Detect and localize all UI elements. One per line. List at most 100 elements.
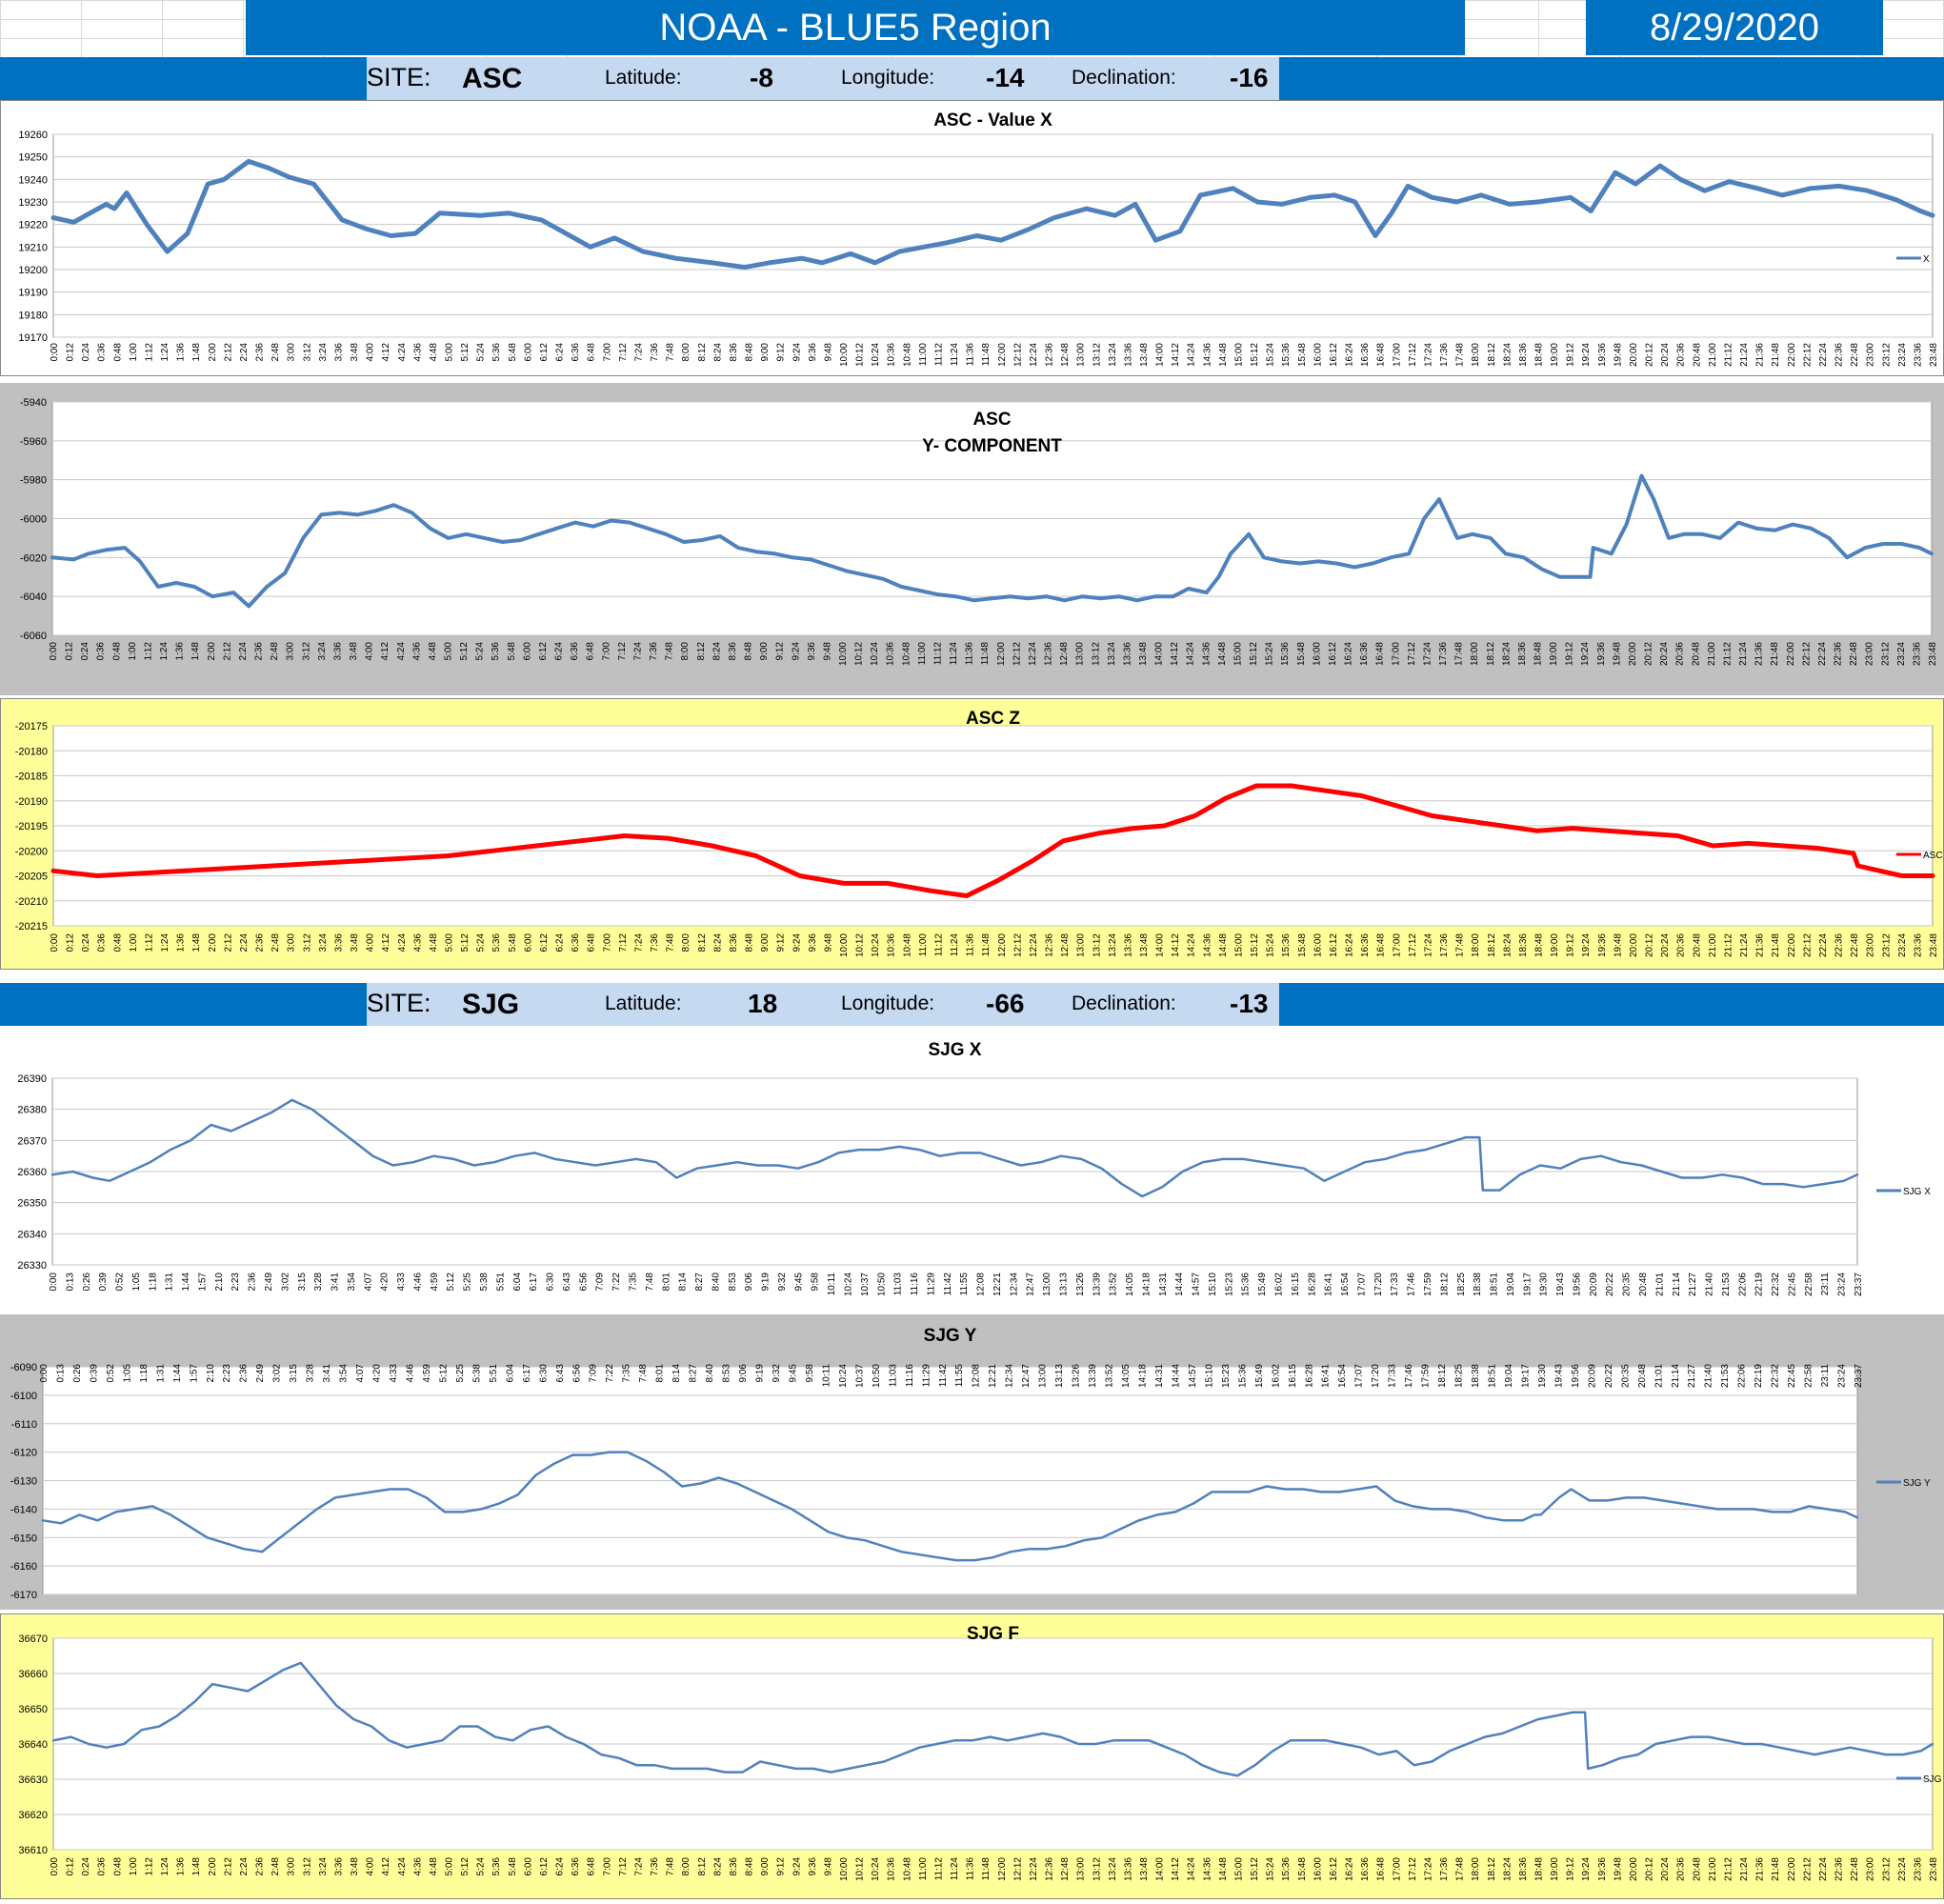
x-tick-label: 11:00 xyxy=(918,1857,929,1881)
x-tick-label: 4:12 xyxy=(381,343,391,362)
y-tick-label: -6140 xyxy=(10,1504,37,1515)
x-tick-label: 10:24 xyxy=(871,343,881,367)
x-tick-label: 13:24 xyxy=(1108,343,1118,367)
x-tick-label: 0:24 xyxy=(81,1857,91,1876)
x-tick-label: 6:24 xyxy=(555,1857,566,1876)
x-tick-label: 19:00 xyxy=(1549,642,1559,666)
x-tick-label: 15:12 xyxy=(1250,1857,1260,1881)
x-tick-label: 8:27 xyxy=(689,1364,699,1383)
x-tick-label: 8:24 xyxy=(712,933,723,952)
x-tick-label: 17:00 xyxy=(1392,1857,1402,1881)
x-tick-label: 10:12 xyxy=(855,933,866,957)
x-tick-label: 7:24 xyxy=(632,642,643,661)
x-tick-label: 14:12 xyxy=(1171,933,1181,957)
x-tick-label: 10:37 xyxy=(860,1273,871,1296)
x-tick-label: 23:24 xyxy=(1897,1857,1908,1881)
x-tick-label: 11:42 xyxy=(943,1273,953,1296)
x-tick-label: 6:36 xyxy=(571,1857,581,1876)
x-tick-label: 4:12 xyxy=(381,933,391,952)
x-tick-label: 17:20 xyxy=(1373,1273,1384,1296)
x-tick-label: 21:24 xyxy=(1738,642,1749,666)
y-tick-label: 26380 xyxy=(17,1105,47,1116)
x-tick-label: 8:01 xyxy=(655,1364,666,1383)
y-tick-label: 26370 xyxy=(17,1135,47,1147)
longitude-label: Longitude: xyxy=(841,992,935,1014)
x-tick-label: 9:06 xyxy=(744,1273,754,1292)
x-tick-label: 3:24 xyxy=(318,933,329,952)
x-tick-label: 11:48 xyxy=(981,933,992,957)
x-tick-label: 8:36 xyxy=(729,1857,739,1876)
x-tick-label: 9:24 xyxy=(792,343,802,362)
x-tick-label: 4:07 xyxy=(363,1273,373,1292)
x-tick-label: 12:36 xyxy=(1045,1857,1055,1881)
x-tick-label: 2:24 xyxy=(239,1857,250,1876)
x-tick-label: 17:24 xyxy=(1423,933,1433,957)
y-tick-label: -20205 xyxy=(15,872,48,883)
x-tick-label: 12:48 xyxy=(1059,642,1070,666)
x-tick-label: 3:00 xyxy=(287,933,297,952)
y-tick-label: -6090 xyxy=(10,1362,37,1373)
x-tick-label: 6:36 xyxy=(571,933,581,952)
x-tick-label: 21:24 xyxy=(1739,343,1750,367)
x-tick-label: 10:12 xyxy=(855,1857,866,1881)
x-tick-label: 11:16 xyxy=(905,1364,915,1388)
x-tick-label: 0:36 xyxy=(96,642,107,661)
x-tick-label: 4:24 xyxy=(397,933,408,952)
x-tick-label: 17:33 xyxy=(1390,1273,1400,1296)
x-tick-label: 13:12 xyxy=(1092,1857,1102,1881)
x-tick-label: 0:00 xyxy=(49,1273,59,1292)
x-tick-label: 3:24 xyxy=(318,343,329,362)
x-tick-label: 7:12 xyxy=(618,933,629,952)
y-tick-label: 36660 xyxy=(18,1669,48,1680)
x-tick-label: 3:24 xyxy=(318,1857,329,1876)
x-tick-label: 15:48 xyxy=(1297,933,1308,957)
x-tick-label: 5:36 xyxy=(491,343,502,362)
x-tick-label: 17:07 xyxy=(1356,1273,1367,1296)
y-tick-label: -20190 xyxy=(15,796,48,808)
x-tick-label: 1:36 xyxy=(176,933,187,952)
x-tick-label: 13:24 xyxy=(1108,933,1118,957)
x-tick-label: 23:11 xyxy=(1820,1273,1831,1296)
x-tick-label: 23:36 xyxy=(1913,933,1923,957)
x-tick-label: 22:36 xyxy=(1834,343,1845,367)
x-tick-label: 18:36 xyxy=(1518,933,1529,957)
x-tick-label: 15:00 xyxy=(1233,933,1244,957)
x-tick-label: 4:07 xyxy=(355,1364,366,1383)
x-tick-label: 19:36 xyxy=(1597,343,1608,367)
x-tick-label: 20:48 xyxy=(1692,1857,1702,1881)
x-tick-label: 20:36 xyxy=(1676,343,1687,367)
x-tick-label: 11:48 xyxy=(981,1857,992,1881)
x-tick-label: 6:12 xyxy=(539,343,550,362)
x-tick-label: 13:36 xyxy=(1123,1857,1133,1881)
x-tick-label: 14:36 xyxy=(1202,933,1212,957)
x-tick-label: 17:46 xyxy=(1407,1273,1417,1296)
x-tick-label: 1:24 xyxy=(160,933,170,952)
x-tick-label: 14:57 xyxy=(1192,1273,1202,1296)
x-tick-label: 6:48 xyxy=(587,1857,597,1876)
x-tick-label: 12:21 xyxy=(988,1364,998,1388)
x-tick-label: 5:12 xyxy=(460,1857,471,1876)
x-tick-label: 0:12 xyxy=(65,642,75,661)
y-tick-label: 26330 xyxy=(17,1260,47,1272)
x-tick-label: 20:09 xyxy=(1587,1364,1597,1388)
x-tick-label: 22:12 xyxy=(1802,1857,1813,1881)
x-tick-label: 13:24 xyxy=(1107,642,1117,666)
y-tick-label: -20185 xyxy=(15,772,48,783)
asc-y-chart-panel: -6060 -6040 -6020 -6000 -5980 -5960 -5940 0:00 0… xyxy=(0,383,1944,695)
x-tick-label: 23:37 xyxy=(1854,1273,1864,1296)
x-tick-label: 11:12 xyxy=(933,343,944,367)
x-tick-label: 16:24 xyxy=(1344,642,1354,666)
x-tick-label: 3:00 xyxy=(287,1857,297,1876)
x-tick-label: 4:36 xyxy=(412,343,423,362)
x-tick-label: 18:48 xyxy=(1534,1857,1545,1881)
x-tick-label: 11:48 xyxy=(981,343,992,367)
x-tick-label: 13:00 xyxy=(1038,1364,1049,1388)
x-tick-label: 17:33 xyxy=(1388,1364,1398,1388)
y-tick-label: 19200 xyxy=(18,265,48,276)
chart-title: SJG Y xyxy=(924,1326,977,1346)
x-tick-label: 23:00 xyxy=(1866,933,1876,957)
x-tick-label: 17:00 xyxy=(1391,642,1401,666)
x-tick-label: 21:48 xyxy=(1771,1857,1781,1881)
x-tick-label: 9:19 xyxy=(755,1364,766,1383)
x-tick-label: 2:48 xyxy=(270,642,280,661)
